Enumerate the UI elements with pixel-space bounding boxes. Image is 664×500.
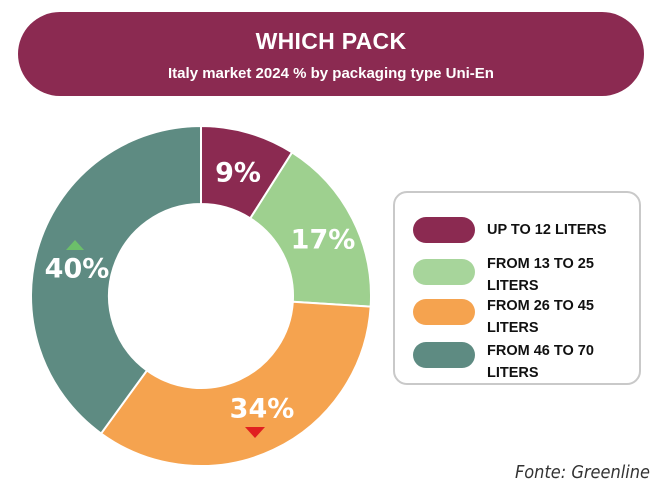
legend-swatch [413, 259, 475, 285]
data-label-up-to-12-liters: 9% [215, 158, 261, 189]
slice-from-26-to-45-liters [99, 300, 372, 467]
legend-label: FROM 46 TO 70 LITERS [487, 343, 594, 381]
trend-up-marker [66, 240, 84, 250]
chart-title: WHICH PACK [255, 28, 407, 54]
source-note: Fonte: Greenline [514, 462, 650, 483]
title-banner: WHICH PACK Italy market 2024 % by packag… [18, 12, 644, 96]
data-label-from-46-to-70-liters: 40% [45, 254, 110, 285]
legend-label: UP TO 12 LITERS [487, 222, 607, 238]
legend-swatch [413, 217, 475, 243]
chart-subtitle: Italy market 2024 % by packaging type Un… [168, 65, 494, 82]
data-label-from-13-to-25-liters: 17% [291, 225, 356, 256]
data-label-from-26-to-45-liters: 34% [230, 394, 295, 425]
legend: UP TO 12 LITERS FROM 13 TO 25 LITERS FRO… [393, 191, 641, 385]
legend-swatch [413, 342, 475, 368]
legend-label: FROM 13 TO 25 LITERS [487, 256, 594, 294]
slice-from-46-to-70-liters [30, 124, 202, 435]
legend-swatch [413, 299, 475, 325]
legend-label: FROM 26 TO 45 LITERS [487, 298, 594, 336]
trend-down-marker [245, 427, 265, 438]
